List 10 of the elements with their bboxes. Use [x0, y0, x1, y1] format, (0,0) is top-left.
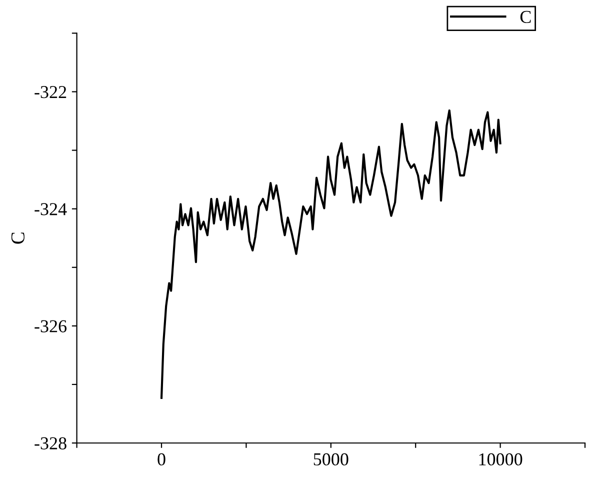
y-axis-title: C [11, 232, 24, 244]
x-tick-label: 0 [158, 453, 166, 466]
x-tick-label: 5000 [314, 453, 348, 466]
x-tick-label: 10000 [479, 453, 522, 466]
line-series [160, 109, 502, 399]
legend-label: C [520, 10, 531, 24]
y-tick-label: -322 [34, 86, 66, 98]
y-tick-label: -324 [34, 203, 67, 216]
y-tick-label: -328 [34, 437, 66, 450]
y-tick-label: -326 [34, 320, 67, 332]
